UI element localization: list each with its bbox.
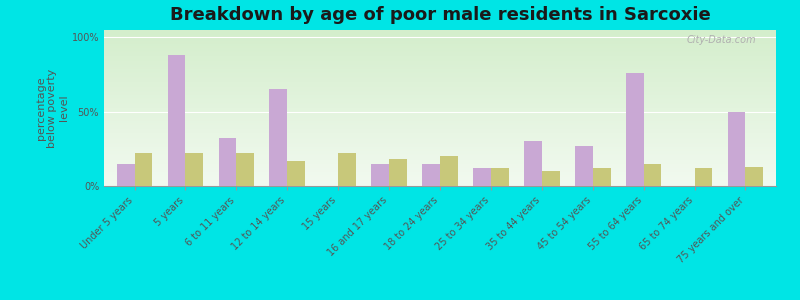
Bar (728, 112, 746, 186)
Bar (491, 168, 509, 186)
Bar (694, 168, 712, 186)
Bar (626, 73, 644, 186)
Bar (338, 153, 356, 186)
Bar (593, 168, 610, 186)
Bar (542, 171, 560, 186)
Title: Breakdown by age of poor male residents in Sarcoxie: Breakdown by age of poor male residents … (170, 6, 710, 24)
Bar (371, 164, 389, 186)
Bar (524, 141, 542, 186)
Bar (117, 164, 134, 186)
Bar (236, 153, 254, 186)
Bar (440, 156, 458, 186)
Bar (218, 139, 236, 186)
Bar (287, 161, 305, 186)
Bar (389, 159, 407, 186)
Bar (422, 164, 440, 186)
Bar (575, 146, 593, 186)
Bar (134, 153, 152, 186)
Y-axis label: percentage
below poverty
level: percentage below poverty level (36, 68, 69, 148)
Bar (746, 167, 763, 186)
Bar (168, 55, 186, 186)
Bar (473, 168, 491, 186)
Text: City-Data.com: City-Data.com (686, 35, 756, 45)
Bar (186, 153, 203, 186)
Bar (270, 89, 287, 186)
Bar (644, 164, 662, 186)
